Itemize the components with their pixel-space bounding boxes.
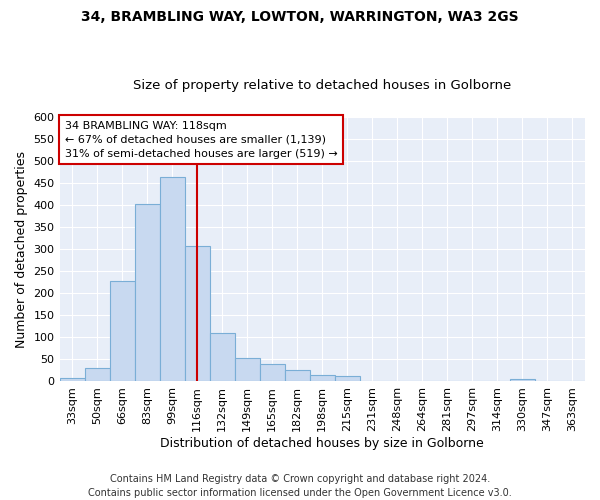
Bar (185, 246, 209, 382)
Bar (209, 333, 235, 382)
Bar (310, 375, 335, 382)
Bar (235, 358, 260, 382)
Bar (335, 376, 360, 382)
X-axis label: Distribution of detached houses by size in Golborne: Distribution of detached houses by size … (160, 437, 484, 450)
Bar (510, 380, 535, 382)
Bar (285, 370, 310, 382)
Text: Contains HM Land Registry data © Crown copyright and database right 2024.
Contai: Contains HM Land Registry data © Crown c… (88, 474, 512, 498)
Bar (110, 281, 134, 382)
Bar (59, 378, 85, 382)
Bar (85, 368, 110, 382)
Bar (260, 364, 285, 382)
Y-axis label: Number of detached properties: Number of detached properties (15, 150, 28, 348)
Bar (160, 177, 185, 382)
Text: 34 BRAMBLING WAY: 118sqm
← 67% of detached houses are smaller (1,139)
31% of sem: 34 BRAMBLING WAY: 118sqm ← 67% of detach… (65, 120, 338, 158)
Text: 34, BRAMBLING WAY, LOWTON, WARRINGTON, WA3 2GS: 34, BRAMBLING WAY, LOWTON, WARRINGTON, W… (81, 10, 519, 24)
Bar (134, 204, 160, 382)
Title: Size of property relative to detached houses in Golborne: Size of property relative to detached ho… (133, 79, 511, 92)
